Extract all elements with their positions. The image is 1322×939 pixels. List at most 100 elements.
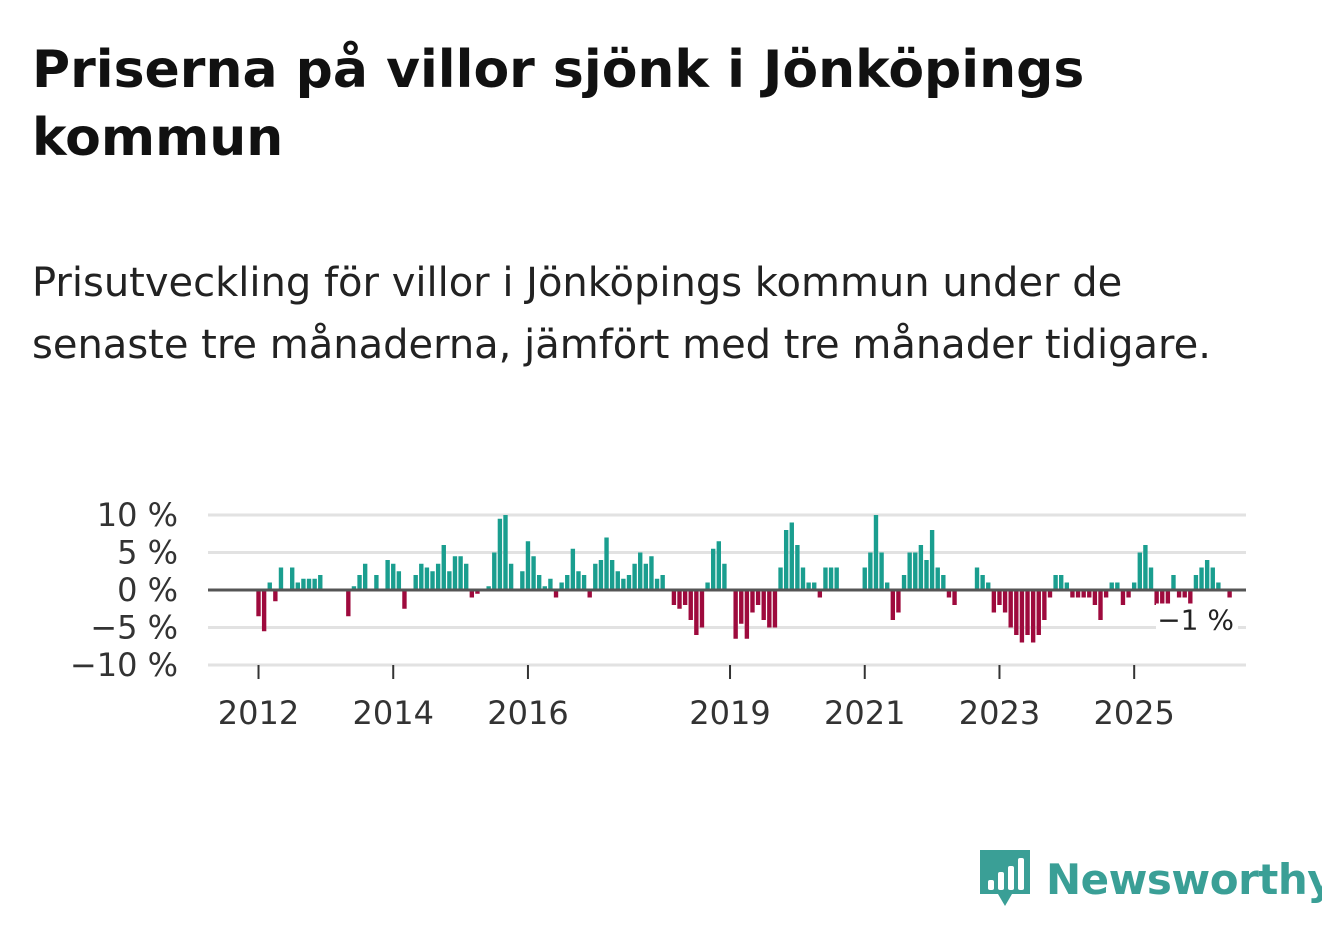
bar	[638, 552, 643, 590]
bar	[677, 590, 682, 609]
bar	[525, 541, 531, 590]
bar	[694, 590, 699, 635]
bar	[559, 582, 564, 590]
bar	[576, 571, 581, 590]
bar	[503, 515, 508, 590]
chart-subtitle: Prisutveckling för villor i Jönköpings k…	[32, 260, 1211, 368]
bar	[290, 567, 295, 590]
bar	[1087, 590, 1092, 598]
bar	[1176, 590, 1182, 598]
bar	[430, 571, 435, 590]
bar	[733, 590, 738, 639]
bar	[318, 575, 323, 590]
bar	[615, 571, 620, 590]
bar	[929, 530, 935, 590]
bar	[901, 575, 907, 590]
bar	[722, 563, 727, 590]
bar	[699, 590, 705, 628]
bar	[1008, 590, 1013, 628]
x-tick-label: 2016	[487, 694, 568, 732]
bar	[1199, 567, 1204, 590]
bar	[907, 552, 912, 590]
bar	[952, 590, 957, 605]
bar	[795, 545, 800, 590]
bar	[1216, 582, 1221, 590]
bar	[1002, 590, 1008, 613]
bar	[974, 567, 980, 590]
bar	[441, 545, 446, 590]
bar	[536, 575, 542, 590]
bar	[783, 530, 789, 590]
bar	[419, 563, 424, 590]
bar	[946, 590, 952, 598]
bar	[497, 518, 503, 590]
bar	[716, 541, 721, 590]
x-tick-label: 2025	[1093, 694, 1174, 732]
bar	[823, 567, 828, 590]
bar	[873, 515, 879, 590]
bar	[1154, 590, 1159, 605]
bar	[469, 590, 475, 598]
bar	[890, 590, 896, 620]
bar	[755, 590, 761, 605]
bar	[1025, 590, 1030, 635]
bar	[508, 563, 514, 590]
bar	[351, 586, 357, 590]
bar	[261, 590, 267, 632]
bar	[913, 552, 918, 590]
bar	[1070, 590, 1075, 598]
bar	[772, 590, 778, 628]
newsworthy-logo: Newsworthy	[980, 850, 1322, 908]
bar	[980, 575, 985, 590]
bar	[1126, 590, 1131, 598]
bar	[273, 590, 278, 602]
bar	[1204, 560, 1210, 590]
bar	[632, 563, 637, 590]
bar	[520, 571, 525, 590]
bar	[1081, 590, 1086, 598]
bar	[604, 537, 609, 590]
bar	[671, 590, 677, 605]
bar	[1075, 590, 1081, 598]
bar	[654, 578, 660, 590]
bar	[688, 590, 693, 620]
bar	[1182, 590, 1187, 598]
bar	[1059, 575, 1064, 590]
bar	[800, 567, 806, 590]
bar	[1047, 590, 1053, 598]
bar	[1014, 590, 1019, 635]
bar	[879, 552, 884, 590]
bar	[1171, 575, 1176, 590]
bar	[306, 578, 312, 590]
x-tick-label: 2021	[824, 694, 905, 732]
bar	[1120, 590, 1126, 605]
brand-name: Newsworthy	[1046, 854, 1322, 904]
bar	[435, 563, 441, 590]
bar	[1160, 590, 1165, 613]
bar	[834, 567, 839, 590]
bar	[1109, 582, 1114, 590]
bar	[396, 571, 402, 590]
bar	[593, 563, 598, 590]
bar	[828, 567, 834, 590]
y-tick-label: 0 %	[117, 571, 178, 609]
bar	[626, 575, 632, 590]
bar	[1053, 575, 1058, 590]
bar	[1064, 582, 1070, 590]
bar	[862, 567, 867, 590]
bar	[621, 578, 626, 590]
bar	[1092, 590, 1098, 605]
bar	[778, 567, 783, 590]
bar	[643, 563, 649, 590]
bar	[739, 590, 744, 624]
bar	[1143, 545, 1148, 590]
bar	[767, 590, 772, 628]
bar	[385, 560, 390, 590]
x-tick-label: 2014	[353, 694, 434, 732]
chart-bars-icon	[980, 850, 1030, 906]
bar	[711, 548, 716, 590]
bar	[570, 548, 576, 590]
bar	[1115, 582, 1120, 590]
bar	[660, 575, 665, 590]
